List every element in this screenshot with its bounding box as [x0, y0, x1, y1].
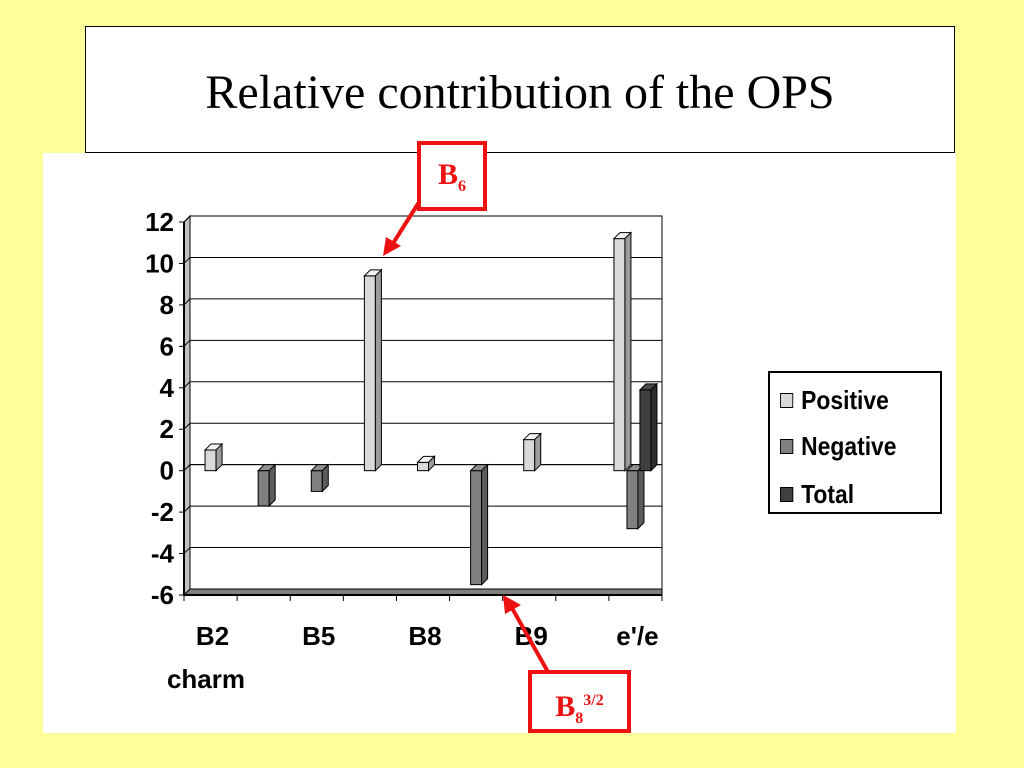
b6-arrow-line — [390, 197, 423, 247]
x-tick-label: B8 — [408, 621, 441, 651]
x-tick-label: e'/e — [616, 621, 658, 651]
gridline-diag — [183, 215, 191, 223]
bar-positive — [613, 238, 626, 472]
legend-label-total: Total — [801, 478, 855, 509]
y-tick-label: -2 — [151, 497, 174, 527]
y-tick-label: 0 — [160, 456, 174, 486]
b6-callout: B6 — [417, 141, 487, 211]
y-tick-label: 4 — [160, 373, 175, 403]
b6-callout-base: B — [437, 158, 458, 191]
legend-label-positive: Positive — [801, 384, 889, 415]
bar-side-negative — [481, 463, 489, 586]
b8-callout-superscript: 3/2 — [583, 692, 604, 709]
b8-arrow-head — [503, 595, 521, 614]
b8-callout: B83/2 — [528, 670, 631, 733]
bar-negative — [470, 470, 483, 586]
plot-area — [189, 215, 663, 590]
bar-positive — [523, 439, 536, 472]
bar-side-positive — [215, 442, 223, 472]
bar-side-positive — [534, 432, 542, 472]
bar-positive — [363, 275, 376, 472]
slide-title: Relative contribution of the OPS — [205, 66, 835, 119]
bar-side-positive — [428, 455, 435, 472]
b6-arrow-head — [383, 237, 401, 256]
legend-swatch-total — [780, 486, 794, 502]
y-tick-label: -6 — [151, 580, 174, 610]
bar-side-total — [650, 382, 658, 472]
bar-negative — [626, 470, 639, 530]
y-tick-label: -4 — [151, 539, 175, 569]
x-tick-label: B5 — [302, 621, 335, 651]
bar-negative — [257, 470, 270, 507]
bar-positive — [417, 461, 429, 472]
bar-side-negative — [321, 463, 329, 493]
legend-label-negative: Negative — [801, 430, 897, 461]
b8-callout-base: B — [555, 690, 576, 723]
bar-side-negative — [637, 463, 645, 530]
bar-positive — [204, 449, 217, 472]
y-tick-label: 2 — [160, 414, 174, 444]
bar-side-negative — [268, 463, 276, 508]
b8-arrow-line — [510, 607, 550, 673]
bar-negative — [310, 470, 323, 492]
bar-side-positive — [374, 268, 382, 472]
bar-total — [639, 389, 652, 472]
legend-swatch-positive — [780, 392, 794, 408]
y-tick-label: 12 — [145, 207, 174, 237]
x-sublabel-charm: charm — [167, 664, 245, 694]
legend-item-negative: Negative — [780, 431, 897, 461]
y-tick-label: 10 — [145, 248, 174, 278]
y-tick-label: 6 — [160, 331, 174, 361]
title-box: Relative contribution of the OPS — [85, 26, 955, 153]
zero-line-diag — [183, 464, 191, 472]
b8-callout-subscript: 8 — [575, 710, 584, 727]
b6-callout-subscript: 6 — [458, 178, 466, 195]
legend-item-positive: Positive — [780, 385, 889, 415]
x-tick-label: B2 — [196, 621, 229, 651]
chart-legend: Positive Negative Total — [768, 371, 942, 514]
bar-side-positive — [624, 231, 632, 472]
y-tick-label: 8 — [160, 290, 174, 320]
legend-swatch-negative — [780, 438, 794, 454]
legend-item-total: Total — [780, 479, 854, 509]
